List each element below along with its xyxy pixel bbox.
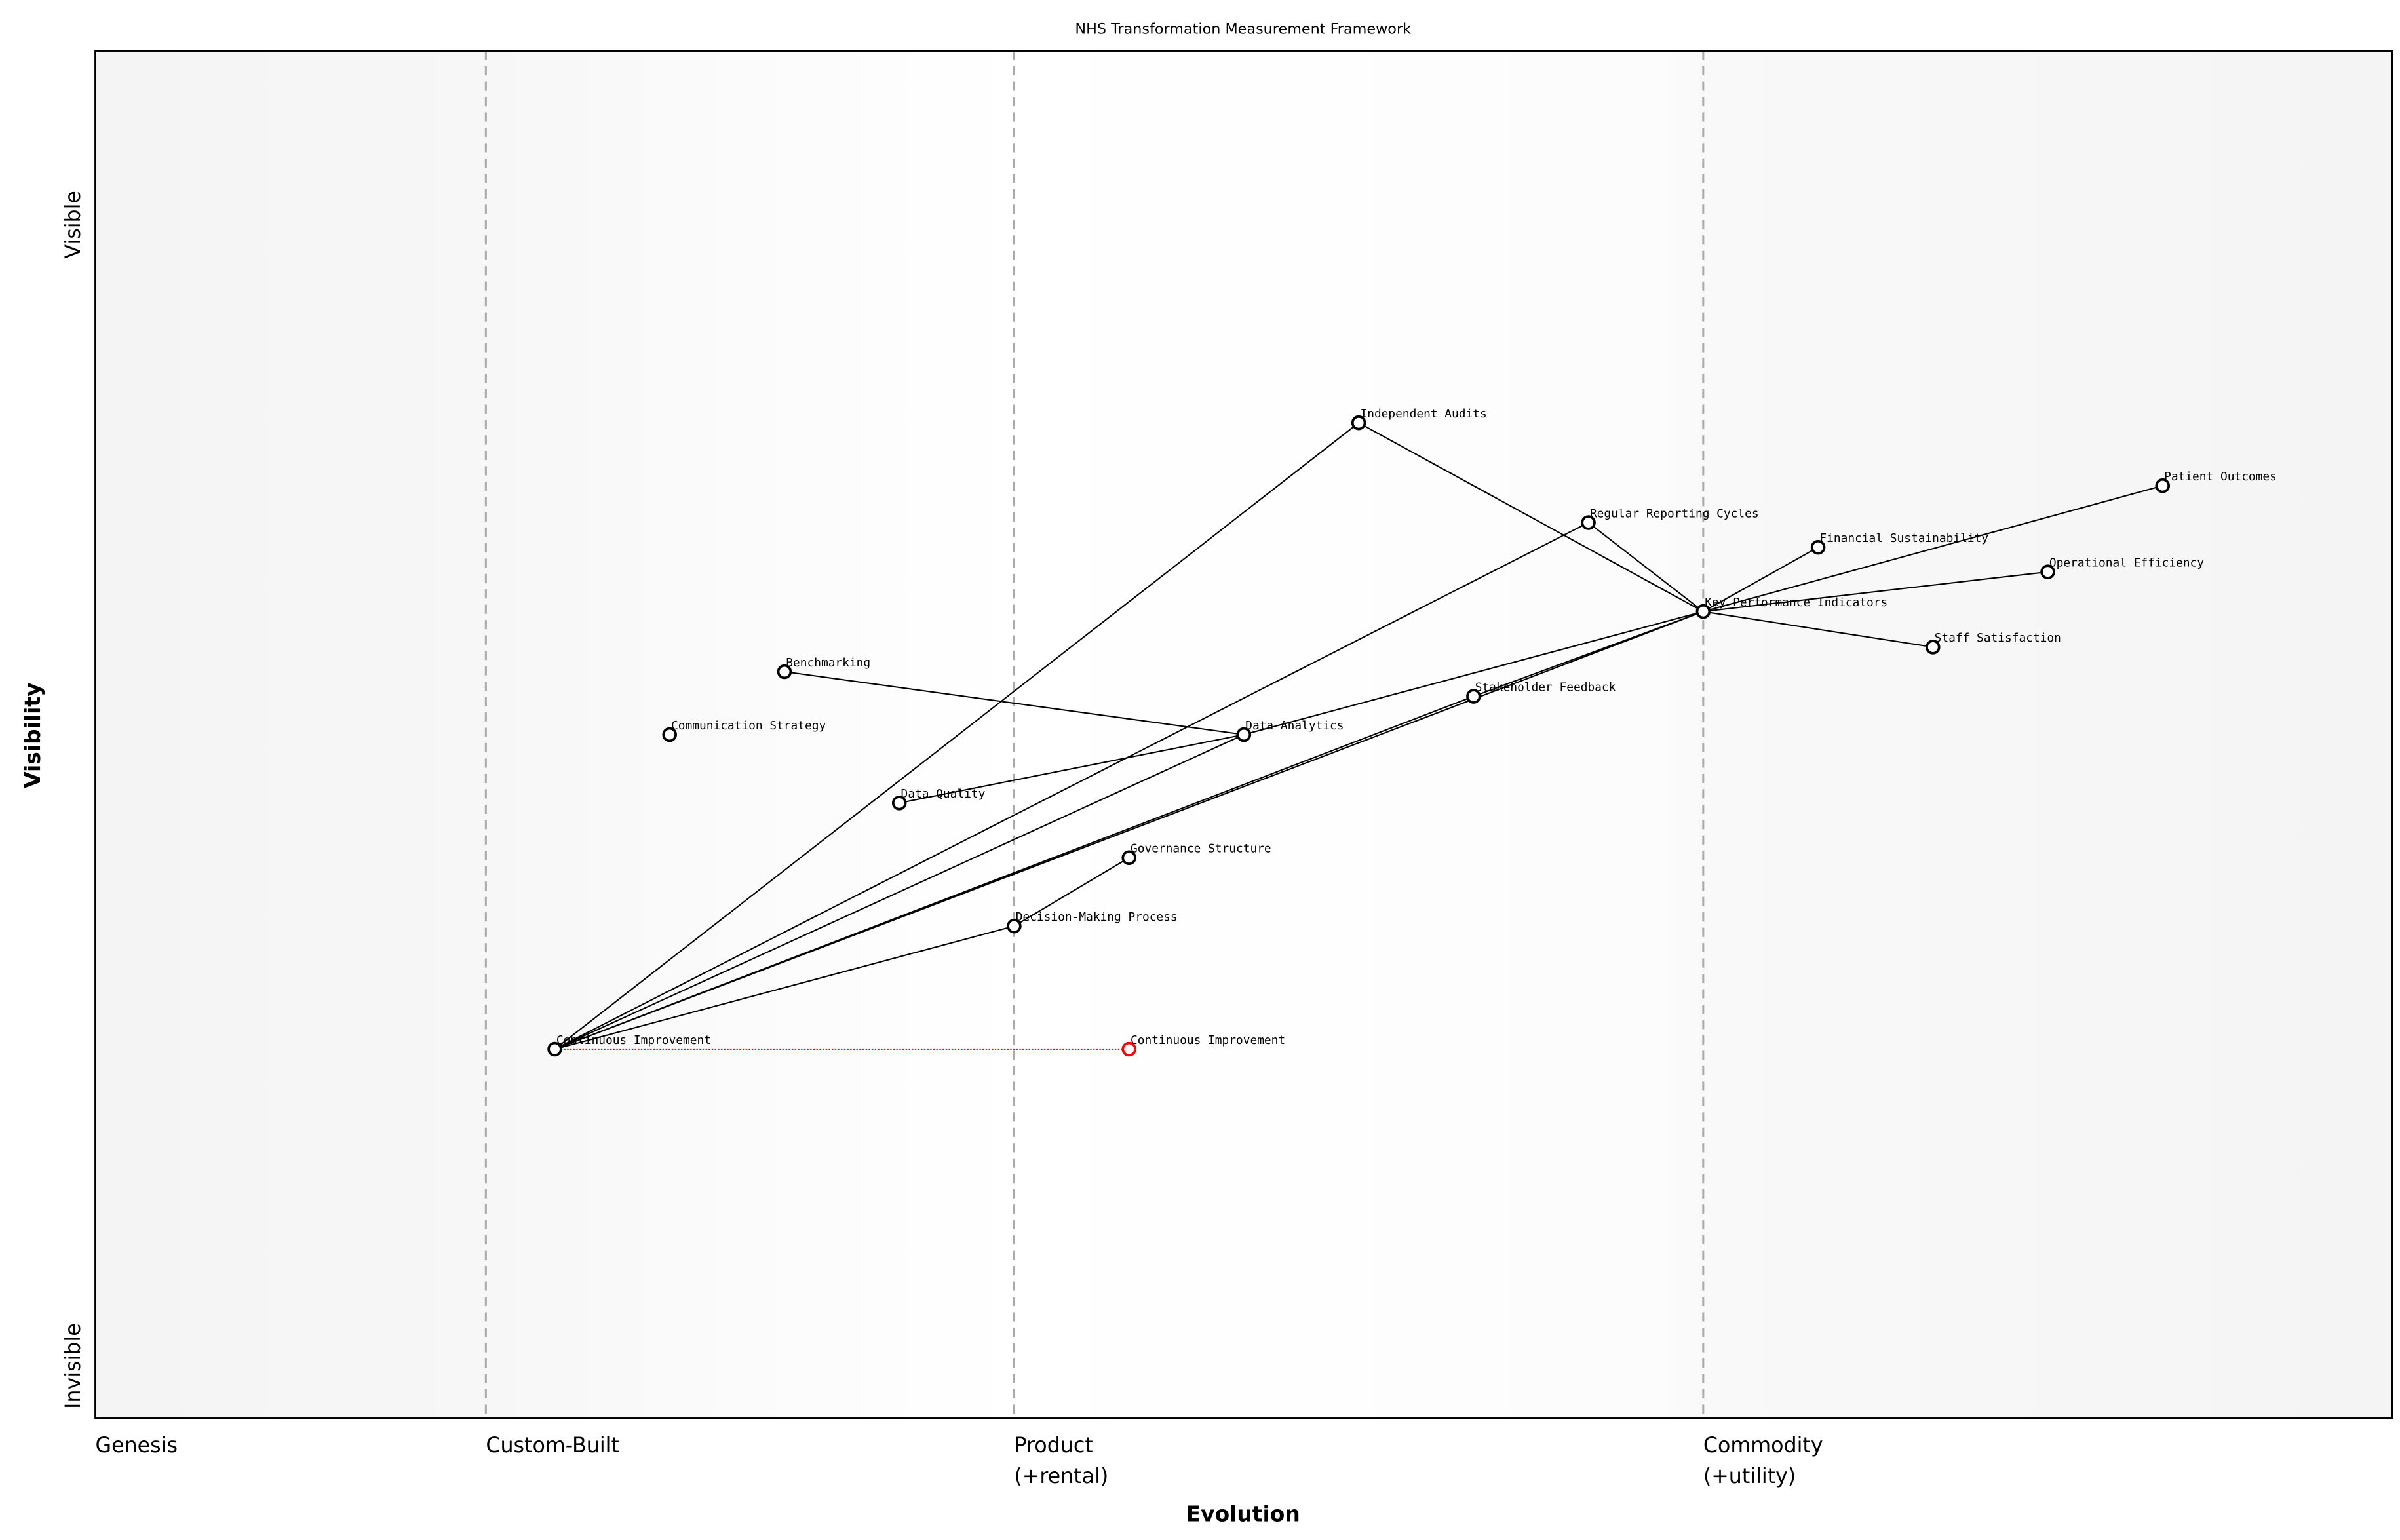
link-ci-da <box>554 734 1245 1050</box>
component-label: Data Quality <box>901 787 986 801</box>
component-sf[interactable]: Stakeholder Feedback <box>1466 680 1616 704</box>
component-ci[interactable]: Continuous Improvement <box>547 1033 711 1057</box>
component-label: Independent Audits <box>1360 407 1486 421</box>
component-node[interactable] <box>777 664 792 680</box>
component-node[interactable] <box>1236 727 1252 742</box>
component-label: Operational Efficiency <box>2049 556 2204 569</box>
component-node[interactable] <box>2040 564 2055 579</box>
component-label: Key Performance Indicators <box>1705 596 1887 609</box>
component-fs[interactable]: Financial Sustainability <box>1810 531 1989 555</box>
stage-label: Genesis <box>96 1434 178 1457</box>
component-po[interactable]: Patient Outcomes <box>2155 470 2277 493</box>
link-dq-da <box>899 733 1245 804</box>
link-ci-kpi <box>554 611 1704 1050</box>
component-kpi[interactable]: Key Performance Indicators <box>1695 596 1887 619</box>
component-da[interactable]: Data Analytics <box>1236 719 1344 742</box>
component-node[interactable] <box>1926 640 1941 655</box>
component-label: Patient Outcomes <box>2164 470 2277 484</box>
link-kpi-ss <box>1703 611 1933 648</box>
component-label: Regular Reporting Cycles <box>1590 507 1759 520</box>
link-ci-dmp <box>554 925 1015 1050</box>
component-label: Continuous Improvement <box>1131 1033 1285 1047</box>
chart-title: NHS Transformation Measurement Framework <box>1075 21 1411 38</box>
component-node[interactable] <box>1121 850 1136 866</box>
component-gs[interactable]: Governance Structure <box>1121 842 1271 866</box>
component-node[interactable] <box>1810 539 1826 555</box>
component-node[interactable] <box>891 796 907 811</box>
component-node[interactable] <box>547 1041 562 1057</box>
component-node[interactable] <box>1007 918 1022 934</box>
y-axis-title: Visibility <box>20 682 45 788</box>
component-node[interactable] <box>1581 515 1596 530</box>
component-label: Decision-Making Process <box>1016 910 1178 924</box>
component-node[interactable] <box>2155 478 2171 493</box>
component-node[interactable] <box>1466 689 1481 704</box>
y-bottom-label: Invisible <box>62 1323 85 1409</box>
link-kpi-fs <box>1703 547 1819 613</box>
link-ci-rrc <box>554 522 1589 1050</box>
component-dq[interactable]: Data Quality <box>891 787 986 811</box>
component-cs[interactable]: Communication Strategy <box>662 719 826 742</box>
link-kpi-oe <box>1703 571 2048 613</box>
component-bm[interactable]: Benchmarking <box>777 656 871 680</box>
component-rrc[interactable]: Regular Reporting Cycles <box>1581 507 1759 530</box>
component-node[interactable] <box>1695 604 1711 619</box>
x-axis-title: Evolution <box>1186 1501 1300 1527</box>
stage-sublabel: (+utility) <box>1703 1465 1796 1488</box>
stage-sublabel: (+rental) <box>1014 1465 1108 1488</box>
link-kpi-po <box>1703 485 2163 613</box>
component-label: Stakeholder Feedback <box>1475 680 1616 694</box>
component-label: Communication Strategy <box>671 719 826 733</box>
link-bm-da <box>784 670 1245 736</box>
link-sf-kpi <box>1473 611 1704 697</box>
component-label: Financial Sustainability <box>1819 531 1988 545</box>
y-top-label: Visible <box>62 191 85 259</box>
component-ia[interactable]: Independent Audits <box>1351 407 1487 431</box>
component-node[interactable] <box>1121 1041 1136 1057</box>
component-ss[interactable]: Staff Satisfaction <box>1926 631 2061 655</box>
component-node[interactable] <box>1351 415 1366 431</box>
link-rrc-kpi <box>1587 522 1704 613</box>
component-dmp[interactable]: Decision-Making Process <box>1007 910 1178 934</box>
component-label: Benchmarking <box>786 656 870 670</box>
plot-frame <box>94 50 2393 1419</box>
link-ia-kpi <box>1358 422 1704 613</box>
component-ci_ev[interactable]: Continuous Improvement <box>1121 1033 1285 1057</box>
component-oe[interactable]: Operational Efficiency <box>2040 556 2204 579</box>
component-label: Governance Structure <box>1131 842 1271 856</box>
component-label: Continuous Improvement <box>556 1033 711 1047</box>
component-label: Data Analytics <box>1245 719 1344 733</box>
component-label: Staff Satisfaction <box>1935 631 2061 645</box>
stage-label: Commodity <box>1703 1434 1823 1457</box>
link-dmp-gs <box>1013 857 1130 927</box>
link-ci-ia <box>554 422 1359 1050</box>
component-node[interactable] <box>662 727 677 742</box>
stage-label: Product <box>1014 1434 1093 1457</box>
stage-label: Custom-Built <box>486 1434 619 1457</box>
link-da-kpi <box>1243 611 1704 736</box>
